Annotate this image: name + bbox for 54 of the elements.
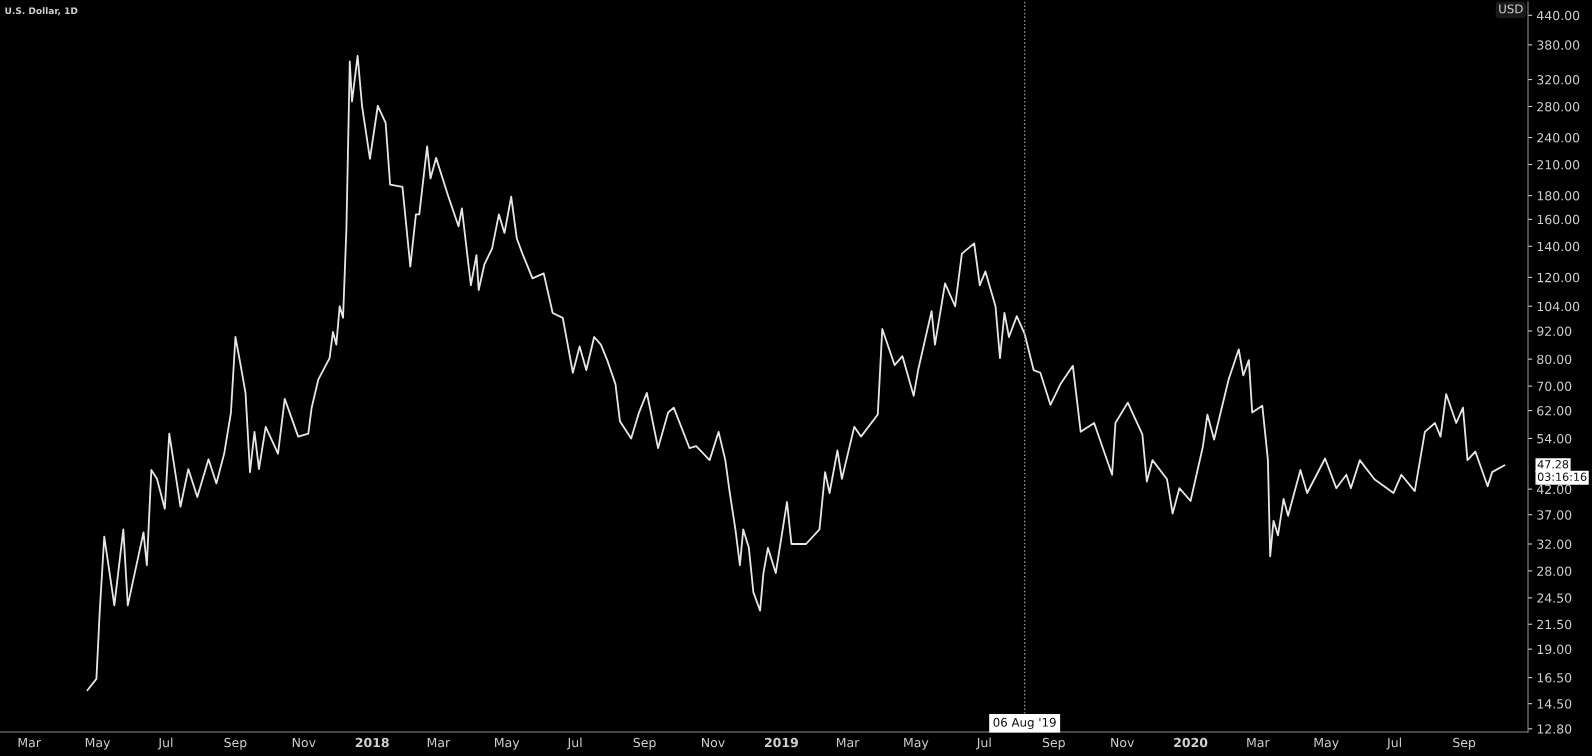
x-tick-label: Sep: [1042, 737, 1065, 750]
y-tick-label: 21.50: [1537, 619, 1572, 630]
y-tick-label: 54.00: [1537, 433, 1572, 444]
x-tick-label: Sep: [1453, 737, 1476, 750]
y-tick-label: 92.00: [1537, 326, 1572, 336]
x-tick-label: May: [1314, 737, 1339, 750]
text: 47.28: [1537, 460, 1569, 469]
x-tick-label: Nov: [292, 737, 316, 748]
y-tick-label: 440.00: [1536, 10, 1580, 21]
x-tick-label: Mar: [1247, 737, 1270, 748]
x-tick-label: Jul: [566, 737, 582, 750]
y-tick-label: 210.00: [1537, 159, 1580, 170]
x-tick-label: Mar: [18, 737, 41, 748]
y-tick-label: 320.00: [1537, 75, 1580, 85]
x-tick-label: Sep: [224, 737, 247, 750]
y-tick-label: 62.00: [1537, 406, 1572, 416]
y-tick-label: 104.00: [1537, 301, 1580, 312]
line-series: [86, 54, 1506, 692]
ref-line-label: 06 Aug '19: [993, 717, 1056, 730]
y-tick-label: 380.00: [1537, 40, 1580, 50]
x-tick-label: Jul: [1386, 737, 1401, 750]
text: U.S. Dollar, 1D: [5, 7, 78, 16]
x-tick-label: May: [495, 737, 520, 750]
y-tick-label: 28.00: [1537, 566, 1572, 576]
y-tick-label: 42.00: [1536, 484, 1572, 495]
x-tick-label: May: [85, 737, 111, 750]
y-tick-label: 140.00: [1537, 241, 1580, 252]
y-tick-label: 160.00: [1537, 214, 1580, 225]
annotation: USD: [1499, 4, 1523, 14]
y-tick-label: 70.00: [1537, 381, 1572, 392]
x-tick-label: May: [904, 737, 929, 750]
y-tick-label: 16.50: [1537, 673, 1572, 683]
y-tick-label: 240.00: [1537, 133, 1580, 143]
x-tick-label: 2019: [764, 737, 798, 748]
y-tick-label: 120.00: [1537, 272, 1580, 283]
y-tick-label: 80.00: [1537, 354, 1572, 365]
y-tick-label: 32.00: [1537, 539, 1572, 549]
x-tick-label: 2020: [1174, 737, 1208, 748]
x-tick-label: Nov: [702, 737, 725, 748]
x-tick-label: Nov: [1111, 737, 1134, 748]
y-tick-label: 180.00: [1537, 191, 1580, 201]
y-tick-label: 37.00: [1537, 510, 1572, 520]
text: 03:16:16: [1537, 472, 1587, 481]
x-tick-label: Mar: [427, 737, 451, 748]
y-tick-label: 19.00: [1537, 644, 1572, 655]
y-tick-label: 24.50: [1537, 593, 1572, 603]
x-tick-label: Jul: [976, 737, 991, 750]
x-tick-label: Jul: [157, 737, 173, 750]
x-tick-label: 2018: [355, 737, 389, 748]
x-tick-label: Sep: [633, 737, 656, 750]
y-tick-label: 14.50: [1537, 699, 1572, 709]
y-tick-label: 12.80: [1537, 724, 1572, 734]
y-tick-label: 280.00: [1537, 101, 1580, 112]
x-tick-label: Mar: [836, 737, 860, 748]
